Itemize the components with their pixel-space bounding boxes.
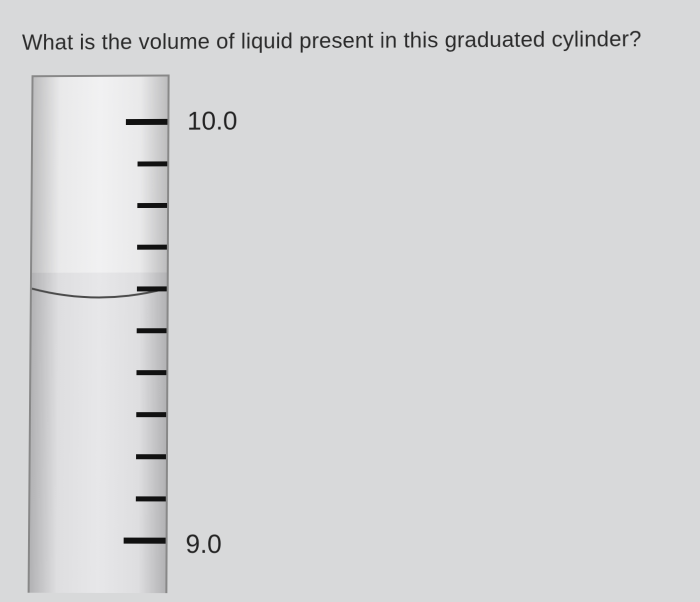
tick-minor bbox=[137, 286, 167, 291]
tick-container bbox=[33, 76, 167, 77]
liquid-fill bbox=[30, 272, 167, 593]
tick-minor bbox=[137, 328, 167, 333]
tick-minor bbox=[136, 496, 166, 501]
tick-major bbox=[126, 119, 168, 125]
scale-label-bottom: 9.0 bbox=[186, 529, 222, 560]
tick-minor bbox=[136, 370, 166, 375]
scale-label-top: 10.0 bbox=[187, 106, 237, 137]
tick-minor bbox=[137, 245, 167, 250]
tick-minor bbox=[136, 412, 166, 417]
cylinder-figure: 10.0 9.0 bbox=[28, 74, 289, 594]
cylinder-body bbox=[28, 75, 170, 594]
tick-minor bbox=[137, 203, 167, 208]
tick-major bbox=[124, 538, 166, 544]
question-text: What is the volume of liquid present in … bbox=[22, 26, 642, 55]
tick-minor bbox=[136, 454, 166, 459]
tick-minor bbox=[138, 161, 168, 166]
